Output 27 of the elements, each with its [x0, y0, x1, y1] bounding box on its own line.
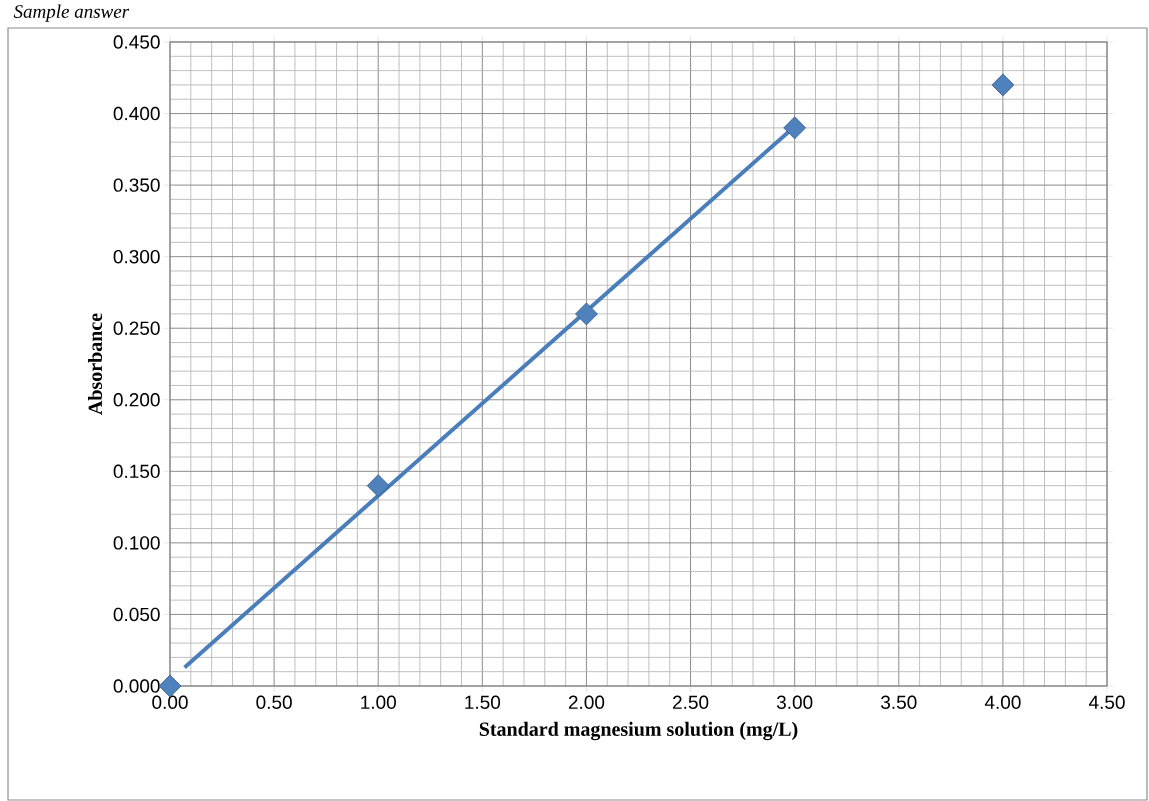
point — [991, 73, 1015, 97]
x-tick-label: 4.50 — [1088, 695, 1125, 709]
point — [366, 474, 390, 498]
y-axis-title: Absorbance — [87, 313, 103, 415]
x-axis-title: Standard magnesium solution (mg/L) — [479, 721, 798, 741]
x-tick-label: 2.50 — [673, 695, 709, 709]
x-tick-label: 1.00 — [361, 695, 396, 709]
x-tick-label: 3.00 — [776, 695, 813, 709]
point — [783, 116, 807, 140]
text: Sample answer — [13, 4, 130, 22]
x-tick-label: 4.00 — [984, 695, 1021, 709]
x-tick-label: 0.50 — [256, 695, 292, 709]
x-tick-label: 2.00 — [568, 695, 605, 709]
x-tick-label: 0.00 — [152, 695, 188, 709]
y-tick-label: 0.200 — [113, 393, 160, 407]
y-tick-label: 0.400 — [113, 106, 160, 121]
y-tick-label: 0.150 — [113, 464, 160, 479]
y-tick-label: 0.050 — [113, 607, 160, 622]
y-tick-label: 0.250 — [113, 321, 160, 335]
y-tick-label: 0.350 — [113, 178, 160, 192]
y-tick-label: 0.000 — [113, 679, 160, 693]
y-tick-label: 0.300 — [113, 249, 160, 264]
x-tick-label: 1.50 — [465, 695, 501, 709]
y-tick-label: 0.450 — [113, 35, 160, 49]
point — [575, 302, 598, 326]
y-tick-label: 0.100 — [113, 536, 160, 550]
x-tick-label: 3.50 — [881, 695, 917, 709]
